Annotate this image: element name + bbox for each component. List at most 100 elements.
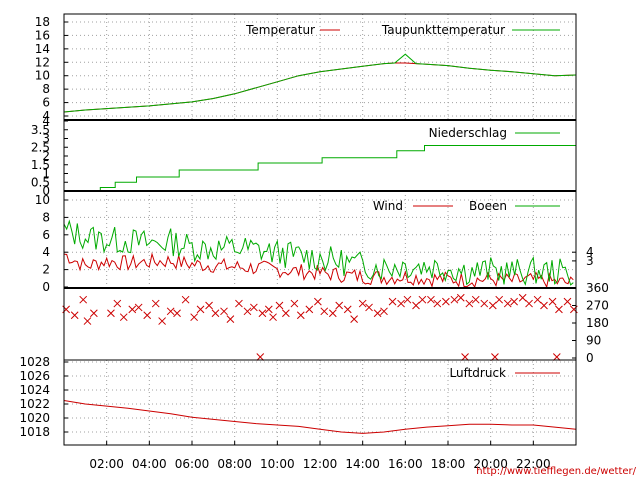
scatter-point-winddir (427, 295, 435, 304)
series-line-pressure-0 (63, 400, 577, 434)
xtick-label: 04:00 (132, 457, 167, 471)
ytick-label-temp: 4 (42, 109, 50, 123)
scatter-point-winddir (450, 295, 459, 304)
ytick-label-rain: 2 (42, 149, 50, 163)
scatter-point-winddir (258, 309, 267, 318)
scatter-point-winddir (290, 299, 299, 308)
scatter-point-winddir (275, 301, 284, 310)
scatter-point-winddir (83, 317, 92, 325)
source-url: http://www.tiefflegen.de/wetter/ (476, 466, 636, 477)
scatter-point-winddir (196, 305, 205, 314)
legend-label-temp: Temperatur (245, 23, 315, 37)
scatter-point-winddir (190, 313, 198, 322)
legend-label-pressure: Luftdruck (449, 366, 506, 380)
xtick-label: 18:00 (431, 457, 466, 471)
scatter-point-winddir (343, 305, 352, 314)
scatter-point-winddir (335, 301, 344, 310)
scatter-point-winddir (403, 295, 412, 304)
ytick-label-wind: 2 (42, 263, 50, 277)
scatter-point-winddir (328, 309, 337, 318)
scatter-point-winddir (380, 307, 388, 316)
scatter-point-winddir (365, 303, 373, 312)
xtick-label: 06:00 (175, 457, 210, 471)
y2tick-label-winddir: 0 (586, 351, 594, 365)
scatter-point-winddir (525, 299, 533, 308)
ytick-label-temp: 8 (42, 82, 50, 96)
scatter-point-winddir (166, 307, 175, 316)
ytick-label-rain: 4 (42, 114, 50, 128)
xtick-label: 12:00 (303, 457, 338, 471)
scatter-point-winddir (373, 309, 382, 318)
scatter-point-winddir (350, 315, 358, 323)
ytick-label-wind: 8 (42, 210, 50, 224)
ytick-label-wind: 10 (35, 193, 50, 207)
scatter-point-winddir (358, 299, 367, 308)
scatter-point-winddir (442, 297, 450, 306)
scatter-point-winddir (563, 297, 572, 306)
scatter-point-winddir (503, 299, 512, 308)
ytick-label-rain: 3.5 (31, 123, 50, 137)
scatter-point-winddir (296, 311, 305, 320)
ytick-label-pressure: 1020 (19, 411, 50, 425)
y2tick-label-wind: 3 (586, 254, 594, 268)
scatter-point-winddir (320, 307, 329, 316)
scatter-point-winddir (555, 305, 563, 314)
ytick-label-temp: 18 (35, 15, 50, 29)
ytick-label-rain: 0 (42, 184, 50, 198)
ytick-label-pressure: 1026 (19, 369, 50, 383)
scatter-point-winddir (226, 315, 235, 323)
scatter-point-winddir (264, 305, 273, 314)
xtick-label: 14:00 (345, 457, 380, 471)
y2tick-label-wind: 4 (586, 245, 594, 259)
scatter-point-winddir (461, 353, 469, 361)
scatter-point-winddir (418, 295, 427, 304)
ytick-label-rain: 3 (42, 132, 50, 146)
ytick-label-temp: 10 (35, 69, 50, 83)
scatter-point-winddir (79, 295, 88, 304)
scatter-point-winddir (143, 311, 152, 320)
scatter-point-winddir (113, 299, 122, 308)
ytick-label-wind: 0 (42, 280, 50, 294)
ytick-label-temp: 6 (42, 96, 50, 110)
y2tick-label-winddir: 270 (586, 299, 609, 313)
series-line-temp-1 (63, 53, 577, 113)
scatter-point-winddir (495, 295, 504, 304)
xtick-label: 22:00 (516, 457, 551, 471)
scatter-point-winddir (128, 305, 137, 314)
scatter-point-winddir (518, 293, 527, 302)
scatter-point-winddir (397, 299, 405, 308)
scatter-point-winddir (548, 297, 557, 306)
scatter-point-winddir (181, 295, 190, 304)
series-line-rain-0 (99, 145, 576, 191)
scatter-point-winddir (305, 305, 314, 314)
xtick-label: 08:00 (217, 457, 252, 471)
ytick-label-rain: 0.5 (31, 175, 50, 189)
panel-pressure (63, 359, 577, 446)
ytick-label-wind: 6 (42, 228, 50, 242)
scatter-point-winddir (510, 297, 518, 306)
scatter-point-winddir (533, 295, 542, 304)
scatter-point-winddir (119, 313, 128, 322)
scatter-point-winddir (412, 301, 420, 310)
scatter-point-winddir (173, 309, 181, 318)
xtick-label: 10:00 (260, 457, 295, 471)
scatter-point-winddir (151, 299, 160, 308)
scatter-point-winddir (282, 309, 290, 318)
scatter-point-winddir (488, 301, 497, 310)
y2tick-label-winddir: 180 (586, 316, 609, 330)
scatter-point-winddir (314, 297, 322, 306)
ytick-label-rain: 2.5 (31, 140, 50, 154)
scatter-point-winddir (243, 307, 252, 316)
ytick-label-temp: 14 (35, 42, 50, 56)
scatter-point-winddir (107, 309, 115, 318)
xtick-label: 16:00 (388, 457, 423, 471)
scatter-point-winddir (471, 295, 480, 304)
legend-label-wind: Boeen (469, 199, 507, 213)
scatter-point-winddir (465, 299, 474, 308)
ytick-label-rain: 1.5 (31, 158, 50, 172)
legend-label-temp: Taupunkttemperatur (381, 23, 505, 37)
legend-label-wind: Wind (373, 199, 403, 213)
scatter-point-winddir (269, 313, 277, 322)
scatter-point-winddir (480, 299, 489, 308)
